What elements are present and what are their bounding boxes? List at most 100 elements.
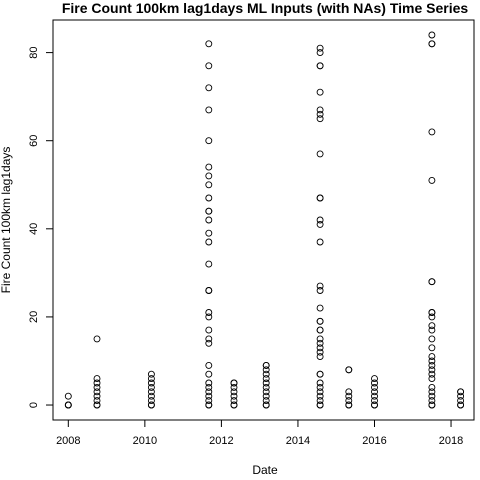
data-point [147,370,155,378]
data-point [428,40,436,48]
data-point [316,353,324,361]
data-point [205,313,213,321]
data-point [316,392,324,400]
data-point [316,348,324,356]
data-point [205,216,213,224]
data-point [205,370,213,378]
y-tick-label: 20 [28,311,40,323]
data-point [428,388,436,396]
data-point [147,375,155,383]
y-axis: 0 20 40 60 80 [28,46,54,408]
data-point [457,392,465,400]
data-point [316,150,324,158]
data-point [316,388,324,396]
chart-title: Fire Count 100km lag1days ML Inputs (wit… [62,0,469,16]
x-tick-label: 2014 [286,435,310,447]
data-point [428,326,436,334]
data-point [93,383,101,391]
y-tick-label: 40 [28,223,40,235]
data-point [345,397,353,405]
data-point [230,388,238,396]
y-axis-label: Fire Count 100km lag1days [0,147,13,294]
data-point [316,317,324,325]
data-point [230,401,238,409]
data-point [205,84,213,92]
data-point [457,401,465,409]
data-point [262,397,270,405]
data-point [147,388,155,396]
data-point [262,370,270,378]
data-point [316,401,324,409]
data-point [316,379,324,387]
data-point [428,309,436,316]
data-point [316,326,324,334]
plot-frame [52,19,475,421]
data-point [371,383,378,391]
data-point [205,137,213,145]
data-point [205,260,213,268]
data-point [93,397,101,405]
data-point [147,397,155,405]
data-point [428,401,436,409]
data-point [205,397,213,405]
data-point [205,326,213,334]
data-point [428,278,436,286]
data-point [205,194,213,202]
data-point [371,388,378,396]
data-point [428,361,436,369]
data-point [262,392,270,400]
data-point [457,397,465,405]
data-point [428,322,436,330]
data-point [316,62,324,70]
data-point [316,110,324,118]
data-point [428,353,436,361]
data-point [428,335,436,343]
data-point [64,401,72,409]
data-point [316,106,324,114]
data-point [371,401,378,409]
data-point [262,361,270,369]
data-point [64,392,72,400]
data-point [205,40,213,48]
data-point [316,370,324,378]
data-point [205,62,213,70]
data-point [428,344,436,352]
data-point [93,392,101,400]
data-points [64,31,465,409]
data-point [262,375,270,383]
data-point [205,163,213,171]
data-point [205,388,213,396]
data-point [316,238,324,246]
data-point [457,388,465,396]
x-tick-label: 2012 [209,435,233,447]
data-point [205,229,213,237]
data-point [316,287,324,294]
data-point [371,392,378,400]
data-point [93,401,101,409]
data-point [316,216,324,224]
data-point [205,181,213,189]
data-point [230,379,238,387]
data-point [205,106,213,114]
y-tick-label: 60 [28,135,40,147]
data-point [316,49,324,57]
data-point [316,344,324,352]
x-tick-label: 2016 [362,435,386,447]
data-point [428,313,436,321]
data-point [428,383,436,391]
data-point [316,194,324,202]
data-point [230,392,238,400]
data-point [205,383,213,391]
data-point [428,370,436,378]
data-point [316,115,324,123]
data-point [428,366,436,374]
data-point [428,375,436,383]
data-point [93,335,101,343]
y-tick-label: 0 [28,402,40,408]
data-point [316,44,324,52]
data-point [230,383,238,391]
data-point [205,238,213,246]
data-point [345,388,353,396]
data-point [230,397,238,405]
x-tick-label: 2018 [439,435,463,447]
